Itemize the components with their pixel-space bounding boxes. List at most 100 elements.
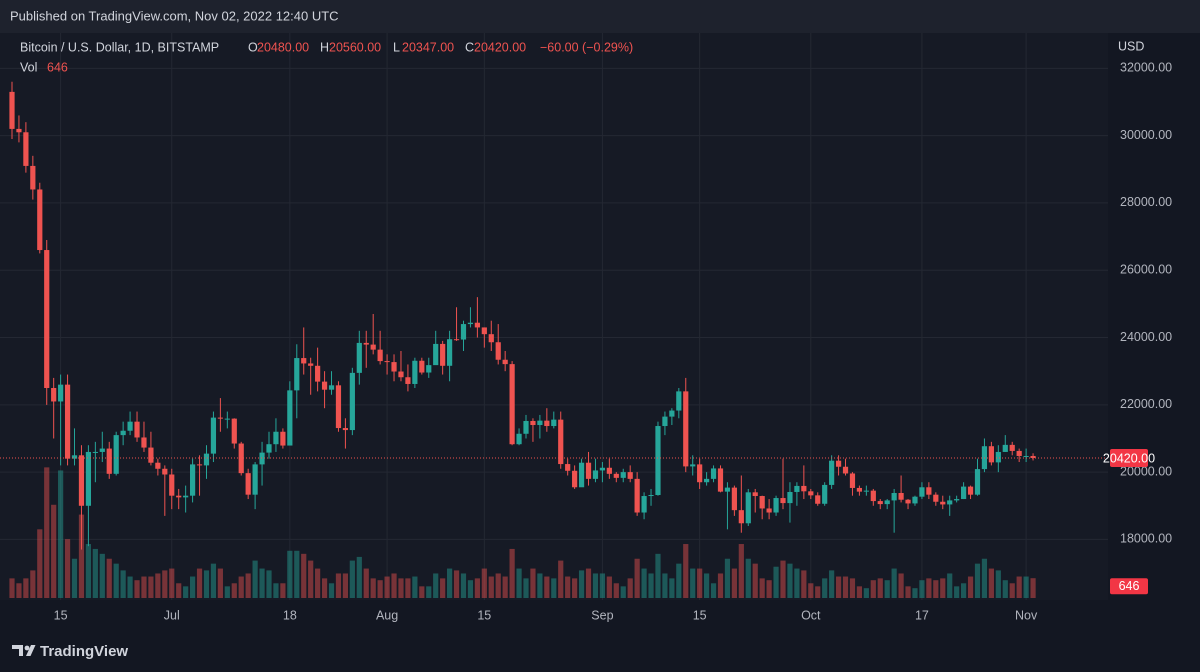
volume-bar bbox=[231, 583, 237, 598]
candle-body bbox=[523, 420, 529, 434]
candle-body bbox=[877, 501, 883, 505]
candle-body bbox=[995, 451, 1001, 463]
candle-body bbox=[815, 495, 821, 504]
volume-bar bbox=[954, 586, 960, 598]
candle-body bbox=[44, 250, 50, 389]
ohlc-value: 20480.00 bbox=[257, 40, 309, 54]
volume-bar bbox=[183, 586, 189, 598]
ohlc-letter: L bbox=[393, 40, 400, 54]
volume-bar bbox=[474, 578, 480, 598]
volume-bar bbox=[502, 576, 508, 598]
volume-bar bbox=[433, 573, 439, 598]
candle-body bbox=[141, 437, 147, 448]
candle-body bbox=[419, 360, 425, 373]
volume-bar bbox=[752, 563, 758, 598]
volume-bar bbox=[273, 583, 279, 598]
volume-bar bbox=[321, 578, 328, 598]
candle-body bbox=[537, 420, 543, 426]
volume-bar bbox=[981, 558, 988, 598]
candle-body bbox=[759, 496, 765, 509]
candle-body bbox=[606, 467, 612, 474]
candle-body bbox=[9, 91, 15, 129]
volume-bar bbox=[363, 568, 369, 598]
volume-bar bbox=[509, 548, 515, 598]
volume-bar bbox=[961, 583, 967, 598]
candle-body bbox=[558, 419, 564, 465]
candle-body bbox=[717, 468, 724, 492]
candle-body bbox=[856, 487, 863, 492]
candle-body bbox=[294, 358, 300, 391]
x-tick-label: Oct bbox=[801, 608, 821, 622]
volume-bar bbox=[898, 573, 904, 598]
volume-bar bbox=[842, 576, 849, 598]
volume-bar bbox=[648, 573, 654, 598]
candle-body bbox=[349, 372, 355, 431]
candle-body bbox=[259, 452, 265, 465]
candle-body bbox=[384, 361, 390, 363]
volume-bar bbox=[558, 560, 564, 598]
volume-bar bbox=[64, 539, 71, 598]
volume-bar bbox=[120, 570, 126, 598]
volume-bar bbox=[113, 563, 119, 598]
volume-bar bbox=[85, 544, 92, 598]
candle-body bbox=[565, 464, 571, 471]
volume-bar bbox=[766, 580, 772, 598]
candle-body bbox=[162, 468, 168, 475]
volume-bar bbox=[905, 586, 911, 598]
volume-bar bbox=[530, 568, 536, 598]
volume-bar bbox=[891, 568, 897, 598]
volume-bar bbox=[37, 529, 43, 598]
volume-bar bbox=[481, 568, 487, 598]
candle-body bbox=[78, 455, 85, 506]
candle-body bbox=[766, 508, 772, 513]
ohlc-value: 20420.00 bbox=[474, 40, 526, 54]
candle-body bbox=[592, 470, 599, 479]
candle-body bbox=[280, 431, 286, 446]
candle-body bbox=[940, 501, 946, 505]
x-tick-label: Aug bbox=[376, 608, 398, 622]
x-tick-label: 15 bbox=[54, 608, 68, 622]
candle-body bbox=[745, 492, 751, 524]
volume-bar bbox=[308, 560, 314, 598]
candle-body bbox=[217, 417, 223, 419]
volume-bar bbox=[697, 568, 703, 598]
candle-body bbox=[426, 365, 432, 373]
volume-bar bbox=[627, 578, 633, 598]
volume-bar bbox=[440, 578, 446, 598]
candle-body bbox=[655, 426, 661, 496]
volume-bar bbox=[620, 586, 626, 598]
volume-bar bbox=[16, 583, 22, 598]
candle-body bbox=[391, 362, 397, 372]
candle-body bbox=[648, 495, 654, 497]
candle-body bbox=[613, 473, 619, 478]
candle-body bbox=[106, 448, 112, 474]
volume-bar bbox=[106, 558, 112, 598]
candle-body bbox=[440, 343, 446, 366]
x-tick-label: 15 bbox=[693, 608, 707, 622]
candle-body bbox=[245, 473, 251, 495]
volume-bar bbox=[849, 578, 856, 598]
candle-body bbox=[453, 339, 460, 341]
volume-bar bbox=[974, 563, 981, 598]
candle-body bbox=[210, 417, 217, 454]
volume-bar bbox=[835, 576, 842, 598]
volume-bar bbox=[690, 568, 696, 598]
volume-bar bbox=[565, 576, 571, 598]
volume-bar bbox=[523, 578, 529, 598]
volume-bar bbox=[266, 570, 272, 598]
volume-bar bbox=[217, 568, 223, 598]
ohlc-letter: H bbox=[320, 40, 329, 54]
candle-body bbox=[273, 431, 279, 445]
candle-body bbox=[405, 377, 411, 384]
candle-body bbox=[308, 363, 314, 366]
y-tick-label: 30000.00 bbox=[1120, 128, 1172, 142]
volume-bar bbox=[655, 553, 661, 598]
volume-bar bbox=[745, 558, 751, 598]
candle-body bbox=[266, 444, 272, 453]
volume-bar bbox=[92, 548, 98, 598]
volume-bar bbox=[808, 583, 814, 598]
candle-body bbox=[835, 460, 842, 467]
volume-bar bbox=[822, 578, 828, 598]
volume-bar bbox=[196, 568, 203, 598]
